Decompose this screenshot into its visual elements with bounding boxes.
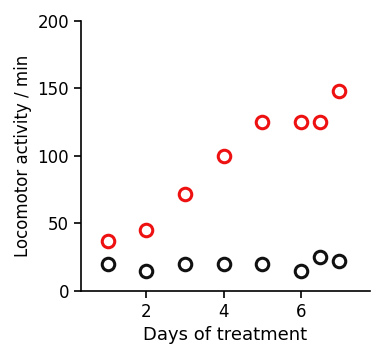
- X-axis label: Days of treatment: Days of treatment: [144, 326, 308, 344]
- Y-axis label: Locomotor activity / min: Locomotor activity / min: [14, 55, 32, 257]
